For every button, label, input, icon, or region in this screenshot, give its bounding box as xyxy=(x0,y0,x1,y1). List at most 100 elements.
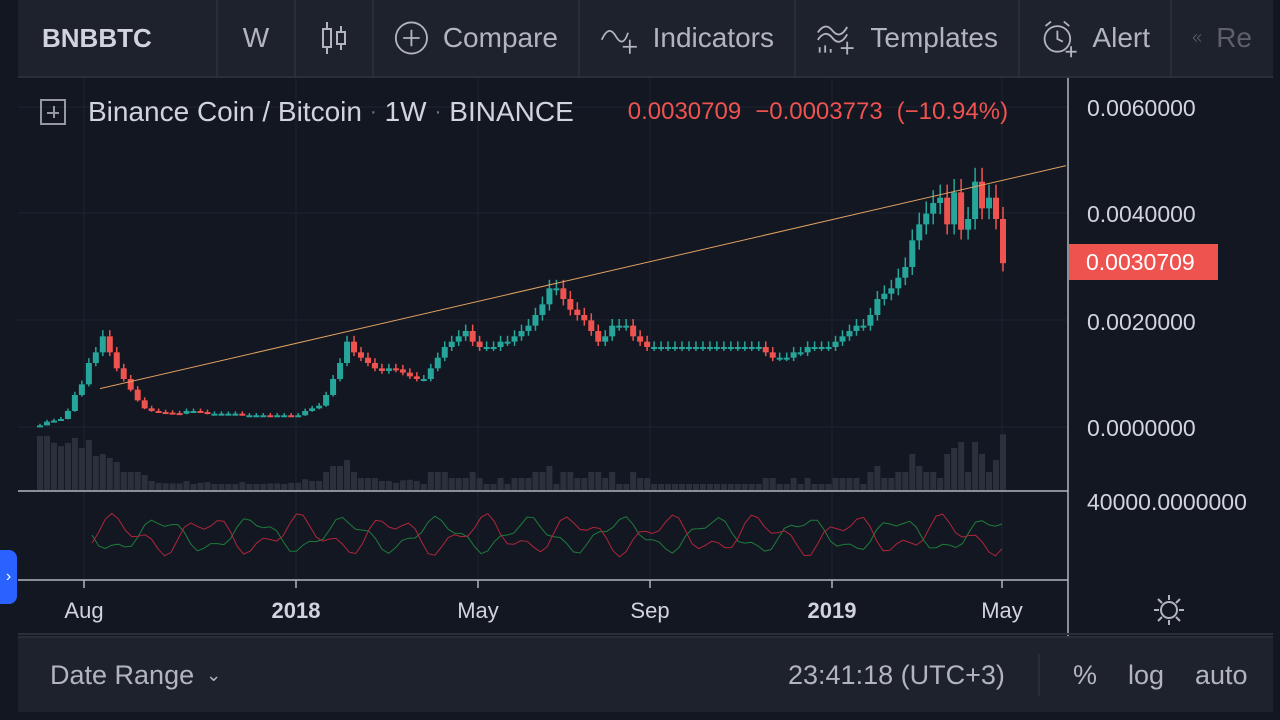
candle-body xyxy=(239,413,246,416)
volume-bar xyxy=(699,484,706,490)
log-scale-toggle[interactable]: log xyxy=(1128,659,1165,690)
candle-body xyxy=(909,240,916,267)
candle-body xyxy=(699,347,706,349)
candle-body xyxy=(986,197,993,209)
symbol-search-button[interactable]: BNBBTC xyxy=(18,0,218,76)
candle-body xyxy=(162,412,169,415)
candle-body xyxy=(944,197,951,225)
time-tick-label: 2018 xyxy=(271,598,321,623)
volume-bar xyxy=(358,478,364,490)
volume-bar xyxy=(930,472,937,490)
candle-body xyxy=(706,347,713,349)
percent-scale-toggle[interactable]: % xyxy=(1073,659,1098,690)
volume-bar xyxy=(448,478,455,490)
volume-bar xyxy=(539,472,546,490)
expand-legend-icon[interactable] xyxy=(40,99,66,125)
candle-body xyxy=(979,181,986,209)
price-chart[interactable] xyxy=(0,0,1280,636)
chevron-down-icon: ⌄ xyxy=(206,664,222,685)
volume-bar xyxy=(888,478,895,490)
replay-button[interactable]: Re xyxy=(1172,0,1272,76)
volume-bar xyxy=(260,484,267,490)
add-circle-icon xyxy=(394,21,428,55)
candle-body xyxy=(337,363,344,379)
candle-body xyxy=(993,197,1000,219)
volume-bar xyxy=(727,484,734,490)
volume-bar xyxy=(1000,434,1006,490)
time-tick-label: Sep xyxy=(630,598,670,623)
alert-button[interactable]: Alert xyxy=(1020,0,1172,76)
chart-frame xyxy=(18,0,1273,712)
volume-bar xyxy=(323,472,330,490)
clock-display[interactable]: 23:41:18 (UTC+3) xyxy=(788,659,1005,690)
date-range-button[interactable]: Date Range ⌄ xyxy=(50,660,221,691)
candle-body xyxy=(644,341,651,347)
legend-title: Binance Coin / Bitcoin xyxy=(88,96,362,127)
volume-bar xyxy=(413,481,420,490)
candle-body xyxy=(413,376,420,379)
volume-bar xyxy=(120,472,127,490)
replay-label: Re xyxy=(1216,22,1252,53)
candle-body xyxy=(211,413,218,416)
volume-bar xyxy=(392,482,399,490)
volume-bar xyxy=(162,483,169,490)
candle-body xyxy=(183,411,190,414)
candle-body xyxy=(378,368,385,371)
templates-button[interactable]: Templates xyxy=(796,0,1020,76)
settings-sun-icon[interactable] xyxy=(1153,594,1185,626)
date-range-label: Date Range xyxy=(50,659,195,690)
volume-bar xyxy=(78,448,85,490)
volume-bar xyxy=(43,435,50,490)
candle-body xyxy=(141,400,148,409)
volume-bar xyxy=(455,478,462,490)
compare-button[interactable]: Compare xyxy=(374,0,580,76)
volume-bar xyxy=(351,472,358,490)
candle-body xyxy=(965,219,972,230)
volume-bar xyxy=(483,484,490,490)
legend-change-pct: (−10.94%) xyxy=(896,98,1009,125)
candle-body xyxy=(783,357,790,360)
candle-body xyxy=(218,413,225,416)
candle-body xyxy=(637,336,644,342)
candle-body xyxy=(448,341,455,347)
alarm-clock-icon xyxy=(1043,20,1077,58)
candle-body xyxy=(232,413,239,416)
interval-button[interactable]: W xyxy=(218,0,296,76)
volume-bar xyxy=(469,472,476,490)
candle-body xyxy=(99,336,106,353)
candle-body xyxy=(937,197,944,203)
candle-body xyxy=(923,213,930,225)
volume-bar xyxy=(281,484,288,490)
candle-body xyxy=(476,341,483,347)
candle-body xyxy=(734,347,741,349)
volume-bar xyxy=(64,443,71,490)
candle-body xyxy=(595,331,602,342)
chart-type-button[interactable] xyxy=(296,0,374,76)
candle-body xyxy=(385,368,392,371)
candle-body xyxy=(748,347,755,349)
candle-body xyxy=(1000,219,1006,264)
volume-bar xyxy=(518,478,525,490)
candle-body xyxy=(134,389,141,401)
volume-bar xyxy=(113,462,120,490)
candle-body xyxy=(281,415,288,418)
candle-body xyxy=(490,347,497,349)
candle-body xyxy=(85,363,92,385)
volume-bar xyxy=(218,484,225,490)
candle-body xyxy=(846,331,853,337)
candle-body xyxy=(441,347,448,358)
volume-bar xyxy=(734,484,741,490)
top-toolbar: BNBBTC W Compare Indicators xyxy=(18,0,1273,78)
volume-bar xyxy=(434,472,441,490)
candle-body xyxy=(148,408,155,411)
volume-bar xyxy=(825,484,832,490)
indicator-scale-label: 40000.0000000 xyxy=(1087,489,1247,515)
expand-sidebar-tab[interactable]: › xyxy=(0,550,17,604)
candle-body xyxy=(351,341,358,353)
volume-bar xyxy=(134,472,141,490)
volume-bar xyxy=(50,442,57,490)
templates-label: Templates xyxy=(870,22,998,53)
indicators-button[interactable]: Indicators xyxy=(580,0,796,76)
auto-scale-toggle[interactable]: auto xyxy=(1195,659,1248,690)
volume-bar xyxy=(706,484,713,490)
